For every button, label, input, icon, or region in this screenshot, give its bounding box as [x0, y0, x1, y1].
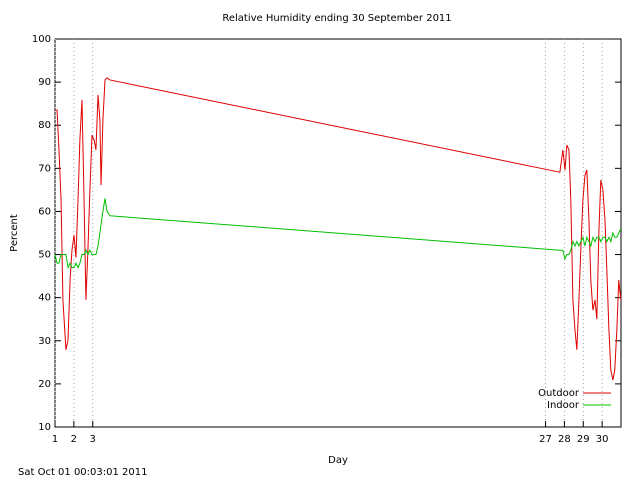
y-tick-label: 10 [38, 422, 51, 433]
x-tick-label: 2 [71, 434, 77, 445]
x-tick-label: 1 [52, 434, 58, 445]
x-tick-label: 30 [596, 434, 609, 445]
legend-label: Indoor [547, 400, 580, 411]
x-tick-label: 27 [539, 434, 552, 445]
series-line [55, 77, 622, 381]
y-tick-label: 60 [38, 206, 51, 217]
y-axis-label: Percent [9, 214, 20, 252]
y-tick-label: 50 [38, 250, 51, 261]
y-tick-label: 30 [38, 336, 51, 347]
x-tick-label: 28 [558, 434, 571, 445]
chart-title: Relative Humidity ending 30 September 20… [222, 13, 451, 24]
series-line [54, 198, 622, 270]
plot-border [54, 38, 622, 428]
legend-label: Outdoor [538, 388, 580, 399]
y-tick-label: 100 [32, 34, 51, 45]
footer: Sat Oct 01 00:03:01 2011 [18, 467, 148, 478]
y-tick-label: 70 [38, 163, 51, 174]
y-tick-label: 80 [38, 120, 51, 131]
x-tick-label: 29 [577, 434, 590, 445]
x-tick-label: 3 [90, 434, 96, 445]
y-tick-label: 20 [38, 379, 51, 390]
y-tick-label: 90 [38, 77, 51, 88]
x-axis-label: Day [328, 455, 348, 466]
y-tick-label: 40 [38, 293, 51, 304]
